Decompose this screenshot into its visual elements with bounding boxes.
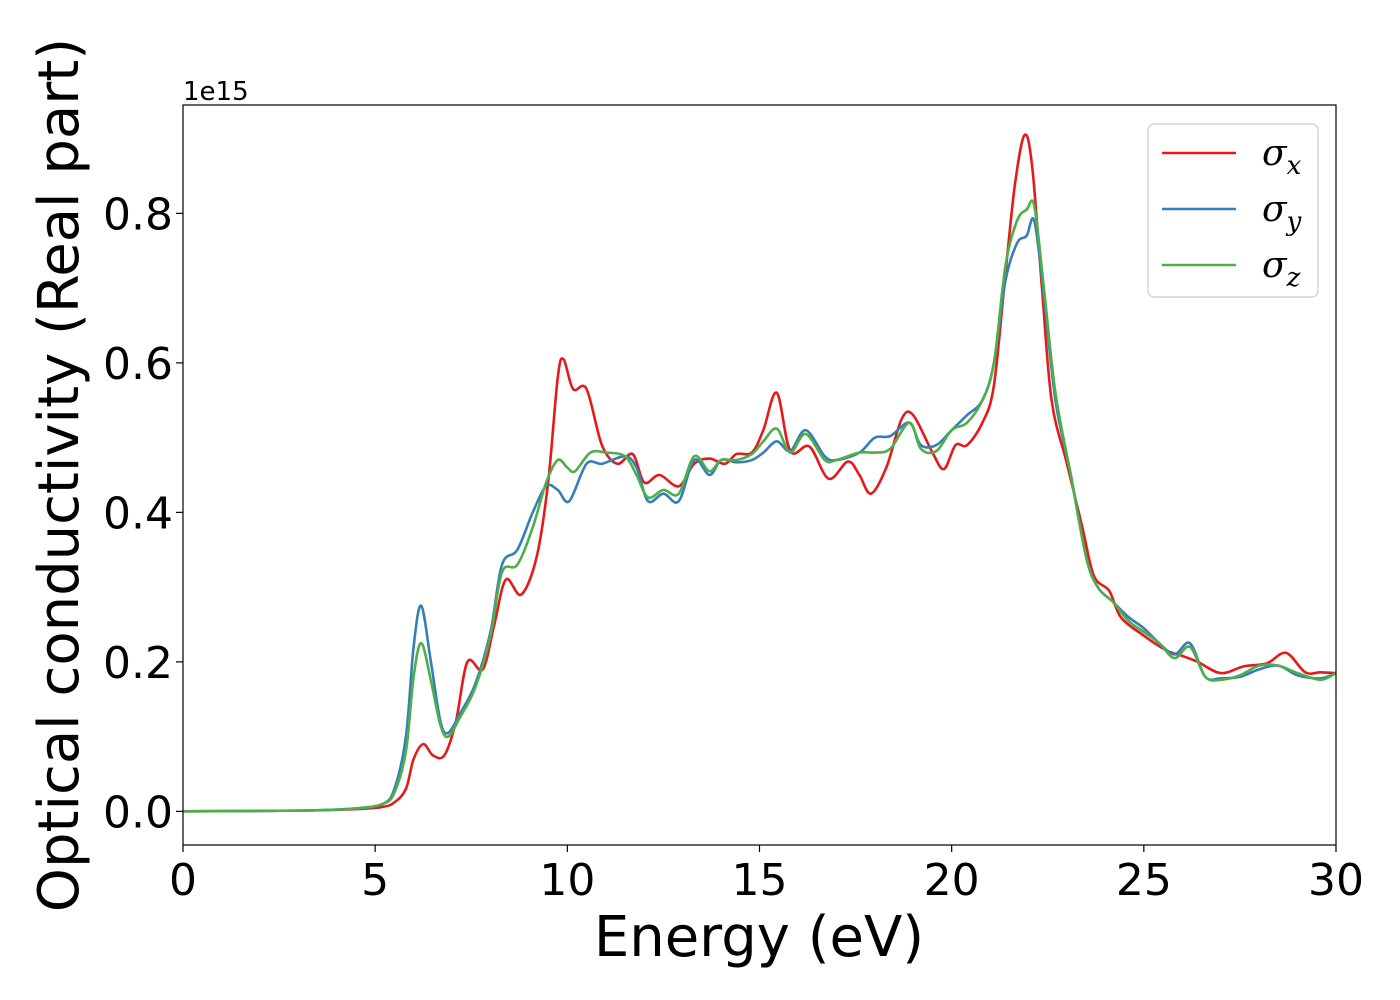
x-tick-label: 10 [539,855,595,906]
y-tick-label: 0.6 [103,339,173,390]
legend-box [1147,123,1319,298]
y-axis-ticks: 0.0 0.2 0.4 0.6 0.8 [103,189,183,838]
y-offset-label: 1e15 [183,77,249,107]
x-tick-label: 30 [1308,855,1364,906]
x-tick-label: 5 [361,855,389,906]
legend-label-y: σy [1262,189,1302,237]
y-tick-label: 0.8 [103,189,173,240]
series-layer [183,133,1336,813]
x-tick-label: 0 [169,855,197,906]
legend-label-x: σx [1262,133,1302,181]
series-line-z [183,199,1336,813]
x-axis-ticks: 0 5 10 15 20 25 30 [169,845,1364,906]
y-axis-label: Optical conductivity (Real part) [27,38,92,912]
y-tick-label: 0.2 [103,638,173,689]
x-tick-label: 25 [1116,855,1172,906]
series-line-y [183,217,1336,813]
x-axis-label: Energy (eV) [594,905,924,970]
x-tick-label: 20 [924,855,980,906]
y-tick-label: 0.0 [103,787,173,838]
y-tick-label: 0.4 [103,488,173,539]
x-tick-label: 15 [732,855,788,906]
